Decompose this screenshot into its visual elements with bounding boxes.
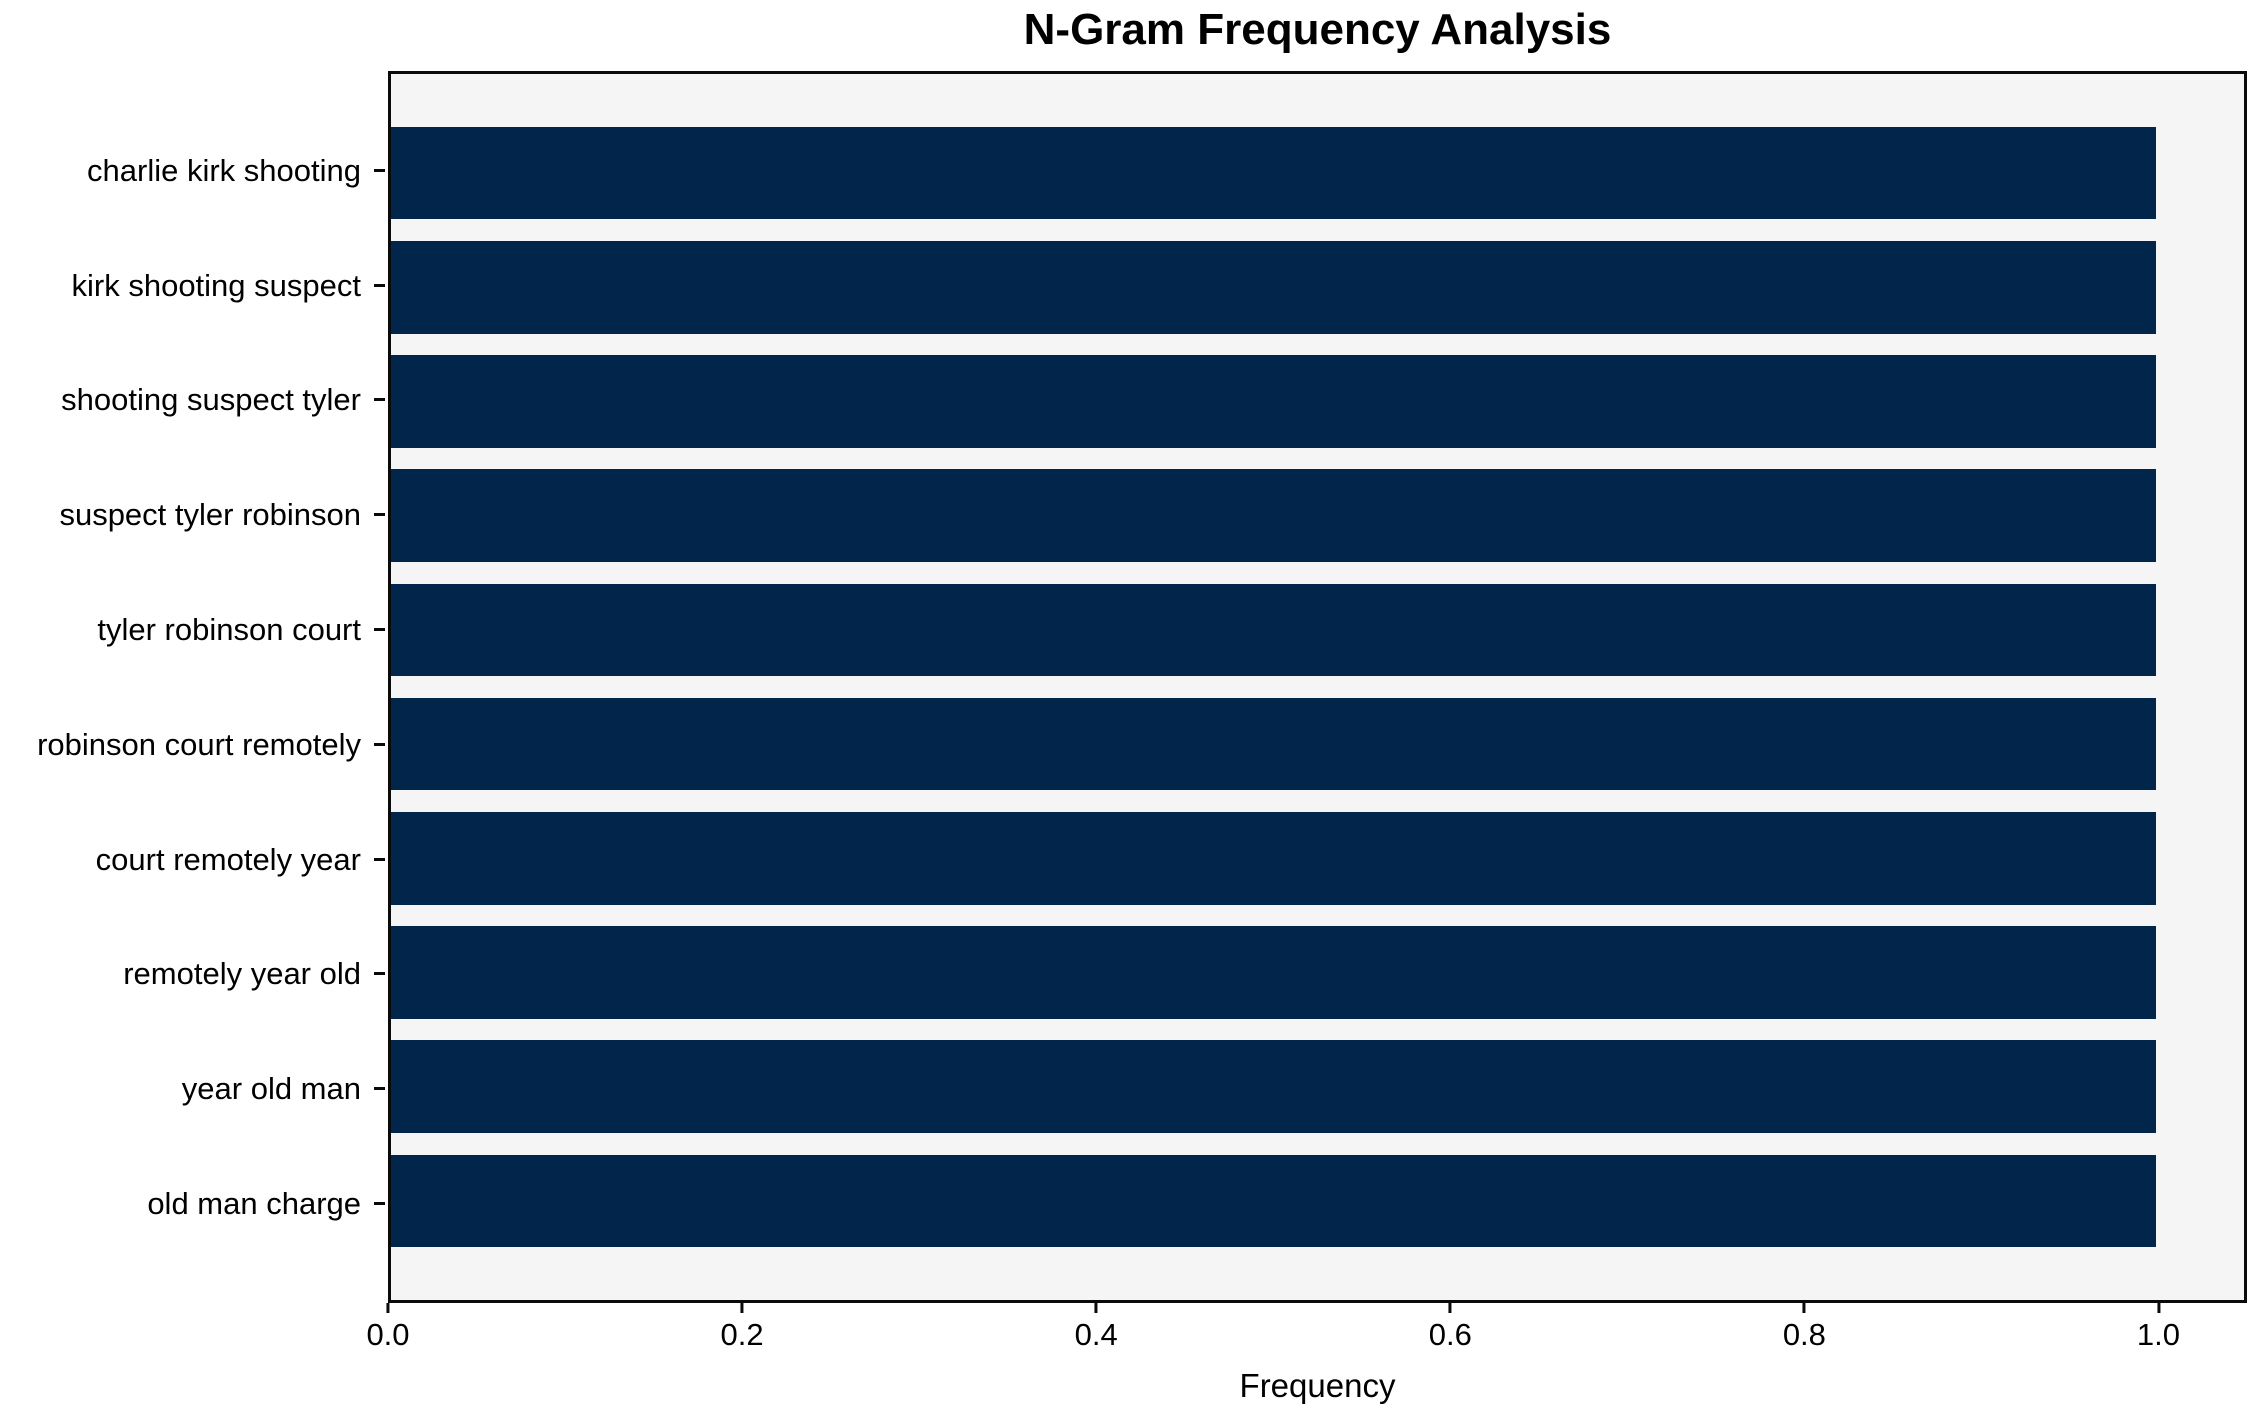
x-tick-mark (1802, 1303, 1806, 1313)
bar-row (391, 801, 2244, 915)
x-tick: 0.8 (1783, 1303, 1826, 1350)
y-tick: year old man (0, 1031, 385, 1146)
x-axis: 0.0 0.2 0.4 0.6 0.8 1.0 (366, 1303, 2247, 1413)
x-tick-mark (1448, 1303, 1452, 1313)
y-tick: shooting suspect tyler (0, 343, 385, 458)
y-tick-label: court remotely year (95, 841, 361, 877)
bar-row (391, 573, 2244, 687)
bar (391, 126, 2156, 220)
bar (391, 583, 2156, 677)
x-tick: 0.4 (1075, 1303, 1118, 1350)
y-tick-mark (374, 1087, 385, 1091)
bar-row (391, 1030, 2244, 1144)
bar-row (391, 915, 2244, 1029)
bar-row (391, 687, 2244, 801)
y-tick-label: remotely year old (123, 956, 361, 992)
bar (391, 926, 2156, 1019)
plot-area (388, 71, 2247, 1303)
x-tick: 0.6 (1429, 1303, 1472, 1350)
bar-row (391, 116, 2244, 230)
y-tick-mark (374, 513, 385, 517)
x-axis-title: Frequency (1239, 1367, 1396, 1404)
bar (391, 812, 2156, 905)
bar (391, 469, 2156, 562)
x-tick-label: 0.4 (1074, 1317, 1118, 1352)
x-tick-mark (2156, 1303, 2160, 1313)
y-tick: old man charge (0, 1146, 385, 1261)
y-tick-label: old man charge (147, 1186, 361, 1222)
y-tick-label: shooting suspect tyler (61, 382, 361, 418)
bar (391, 241, 2156, 334)
bar (391, 697, 2156, 791)
x-tick-mark (386, 1303, 390, 1313)
bar (391, 355, 2156, 448)
y-tick-label: suspect tyler robinson (59, 497, 361, 533)
x-tick-label: 0.0 (366, 1317, 410, 1352)
y-tick-label: year old man (181, 1071, 361, 1107)
chart-title: N-Gram Frequency Analysis (1023, 5, 1612, 54)
y-tick: tyler robinson court (0, 572, 385, 687)
y-tick-label: tyler robinson court (97, 612, 361, 648)
bar (391, 1154, 2156, 1248)
y-tick-mark (374, 398, 385, 402)
y-tick: suspect tyler robinson (0, 457, 385, 572)
x-tick: 0.2 (721, 1303, 764, 1350)
y-tick: court remotely year (0, 802, 385, 917)
bar-row (391, 459, 2244, 573)
y-axis-labels: charlie kirk shooting kirk shooting suspe… (0, 71, 385, 1303)
y-tick-mark (374, 283, 385, 287)
x-tick: 1.0 (2137, 1303, 2180, 1350)
y-tick-mark (374, 628, 385, 632)
bar (391, 1040, 2156, 1133)
y-tick-label: charlie kirk shooting (87, 152, 361, 188)
y-tick: remotely year old (0, 917, 385, 1032)
y-tick: robinson court remotely (0, 687, 385, 802)
y-tick-mark (374, 742, 385, 746)
y-tick-mark (374, 972, 385, 976)
y-tick-mark (374, 1202, 385, 1206)
y-tick-mark (374, 168, 385, 172)
y-tick-label: robinson court remotely (37, 726, 361, 762)
bar-rows (391, 116, 2244, 1258)
x-tick-mark (1094, 1303, 1098, 1313)
x-tick-mark (740, 1303, 744, 1313)
x-tick-label: 0.2 (720, 1317, 764, 1352)
x-tick: 0.0 (366, 1303, 410, 1352)
y-tick: charlie kirk shooting (0, 113, 385, 228)
bar-row (391, 1144, 2244, 1258)
x-tick-label: 0.6 (1428, 1317, 1472, 1352)
y-tick: kirk shooting suspect (0, 228, 385, 343)
bar-row (391, 344, 2244, 458)
bar-row (391, 230, 2244, 344)
x-tick-label: 1.0 (2136, 1317, 2181, 1352)
y-tick-label: kirk shooting suspect (71, 267, 361, 303)
y-tick-mark (374, 857, 385, 861)
x-tick-label: 0.8 (1782, 1317, 1826, 1352)
